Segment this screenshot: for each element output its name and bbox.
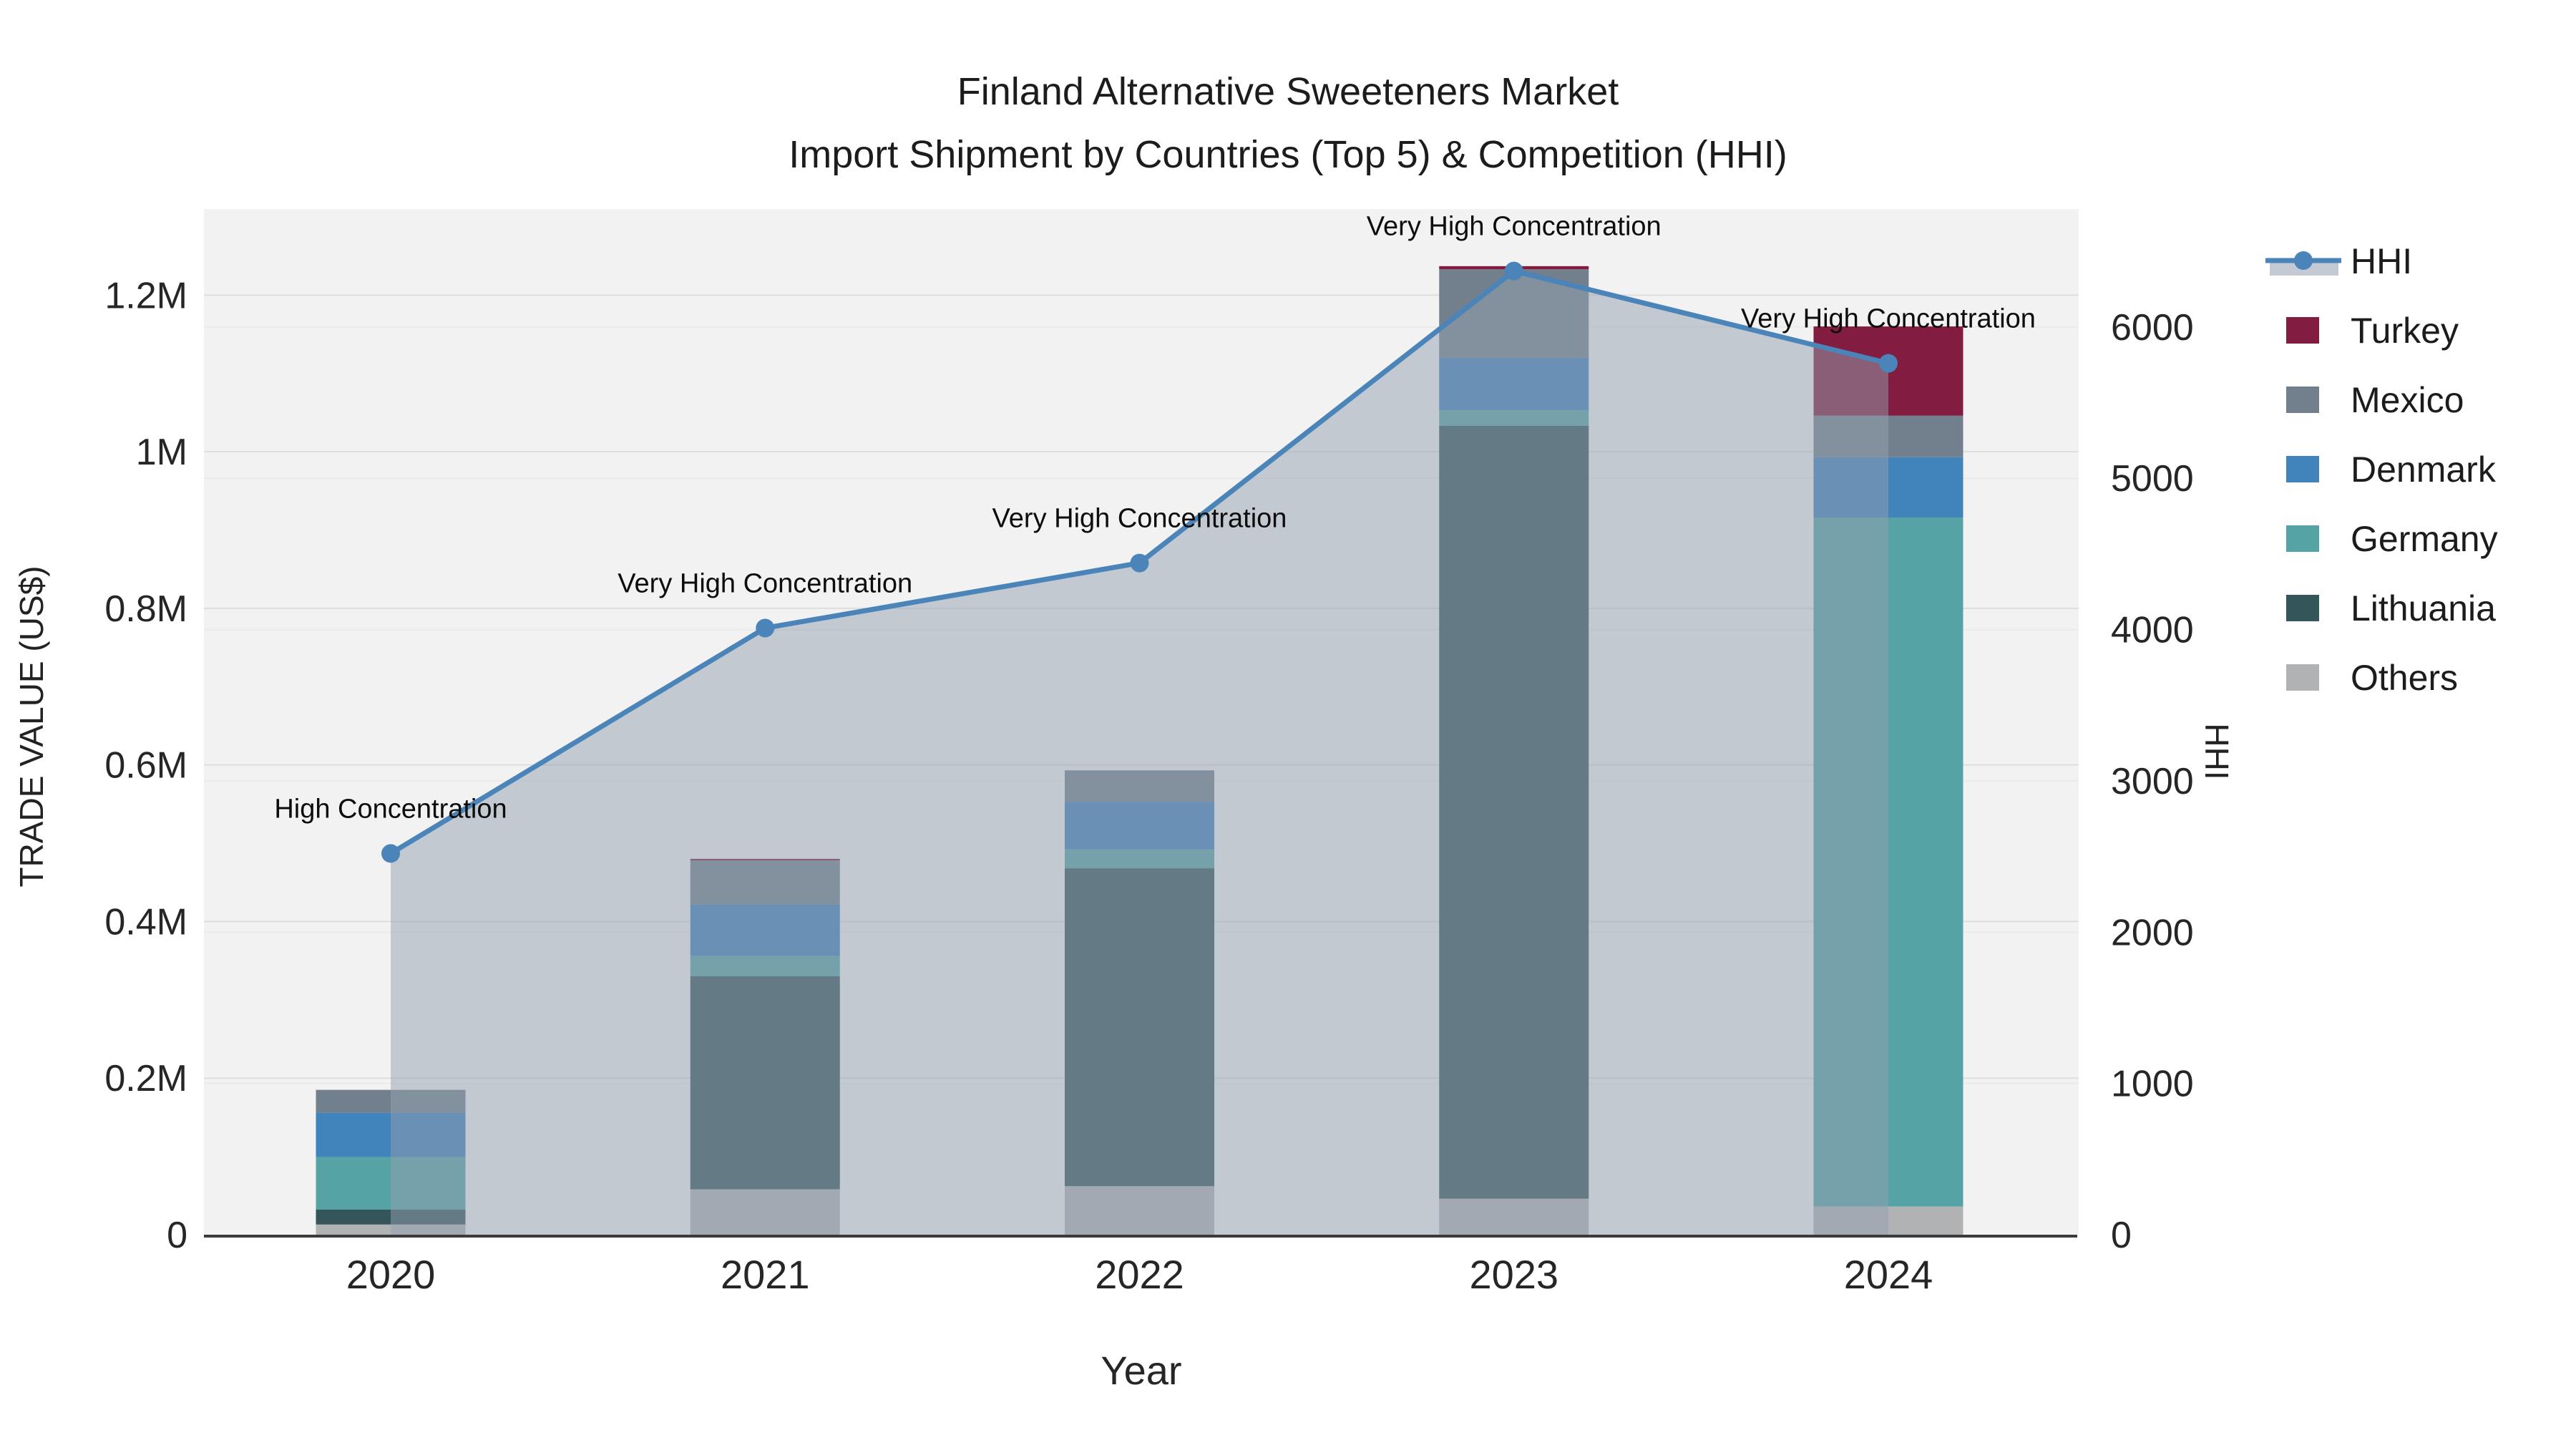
hhi-marker-2021[interactable] bbox=[756, 618, 775, 638]
y-left-axis-title: TRADE VALUE (US$) bbox=[13, 565, 50, 887]
x-tick-2022: 2022 bbox=[1095, 1252, 1184, 1297]
hhi-marker-2022[interactable] bbox=[1130, 553, 1149, 573]
chart-title-line2: Import Shipment by Countries (Top 5) & C… bbox=[789, 133, 1787, 176]
annotation-2020: High Concentration bbox=[274, 794, 507, 824]
legend-hhi-marker-sample bbox=[2294, 251, 2313, 270]
legend-item-denmark[interactable]: Denmark bbox=[2286, 449, 2497, 490]
legend-swatch-denmark bbox=[2286, 456, 2319, 482]
legend-label-hhi: HHI bbox=[2351, 241, 2412, 281]
legend-swatch-mexico bbox=[2286, 387, 2319, 413]
y-right-tick-labels: 0 1000 2000 3000 4000 5000 6000 bbox=[2111, 307, 2194, 1256]
legend-label-germany: Germany bbox=[2351, 519, 2498, 559]
hhi-marker-2020[interactable] bbox=[381, 844, 400, 863]
legend-swatch-turkey bbox=[2286, 317, 2319, 344]
hhi-area-fill bbox=[391, 271, 1888, 1235]
legend-item-mexico[interactable]: Mexico bbox=[2286, 380, 2464, 420]
y-right-tick-2000: 2000 bbox=[2111, 912, 2194, 953]
legend-item-germany[interactable]: Germany bbox=[2286, 519, 2498, 559]
y-left-tick-0.6M: 0.6M bbox=[104, 745, 187, 787]
legend-label-others: Others bbox=[2351, 658, 2458, 698]
y-left-tick-0.2M: 0.2M bbox=[104, 1058, 187, 1099]
annotation-2024: Very High Concentration bbox=[1741, 304, 2036, 334]
y-left-tick-0.8M: 0.8M bbox=[104, 588, 187, 630]
annotation-2021: Very High Concentration bbox=[618, 568, 912, 598]
legend-label-mexico: Mexico bbox=[2351, 380, 2464, 420]
y-right-tick-4000: 4000 bbox=[2111, 610, 2194, 651]
legend-item-lithuania[interactable]: Lithuania bbox=[2286, 588, 2496, 628]
y-right-tick-5000: 5000 bbox=[2111, 458, 2194, 500]
y-left-tick-1.2M: 1.2M bbox=[104, 275, 187, 316]
hhi-line bbox=[381, 261, 1898, 863]
legend-swatch-germany bbox=[2286, 525, 2319, 552]
legend-item-others[interactable]: Others bbox=[2286, 658, 2458, 698]
legend-label-denmark: Denmark bbox=[2351, 449, 2497, 490]
y-right-axis-title: HHI bbox=[2198, 723, 2235, 779]
y-right-tick-3000: 3000 bbox=[2111, 761, 2194, 802]
legend-item-hhi[interactable]: HHI bbox=[2265, 241, 2412, 281]
y-right-tick-1000: 1000 bbox=[2111, 1064, 2194, 1105]
legend-label-lithuania: Lithuania bbox=[2351, 588, 2496, 628]
y-right-tick-0: 0 bbox=[2111, 1215, 2132, 1256]
y-left-tick-0: 0 bbox=[167, 1215, 187, 1256]
legend: HHI Turkey Mexico Denmark Germany Lithuania Ot… bbox=[2265, 241, 2498, 698]
annotations: High Concentration Very High Concentratio… bbox=[274, 212, 2036, 825]
legend-item-turkey[interactable]: Turkey bbox=[2286, 311, 2459, 351]
x-tick-2024: 2024 bbox=[1844, 1252, 1933, 1297]
y-left-tick-0.4M: 0.4M bbox=[104, 901, 187, 943]
hhi-marker-2023[interactable] bbox=[1504, 261, 1523, 281]
chart-title-line1: Finland Alternative Sweeteners Market bbox=[957, 70, 1619, 113]
y-left-tick-labels: 0 0.2M 0.4M 0.6M 0.8M 1M 1.2M bbox=[104, 275, 187, 1256]
hhi-marker-2024[interactable] bbox=[1879, 354, 1898, 373]
legend-label-turkey: Turkey bbox=[2351, 311, 2459, 351]
legend-swatch-lithuania bbox=[2286, 595, 2319, 621]
x-tick-2021: 2021 bbox=[721, 1252, 810, 1297]
annotation-2023: Very High Concentration bbox=[1367, 212, 1662, 242]
annotation-2022: Very High Concentration bbox=[992, 504, 1287, 534]
y-left-tick-1M: 1M bbox=[136, 432, 187, 473]
x-axis-title: Year bbox=[1101, 1348, 1181, 1393]
legend-swatch-others bbox=[2286, 664, 2319, 691]
x-tick-2023: 2023 bbox=[1469, 1252, 1558, 1297]
hhi-area-polygon bbox=[391, 271, 1888, 1235]
x-tick-2020: 2020 bbox=[346, 1252, 436, 1297]
y-right-tick-6000: 6000 bbox=[2111, 307, 2194, 349]
x-tick-labels: 2020 2021 2022 2023 2024 bbox=[346, 1252, 1933, 1297]
